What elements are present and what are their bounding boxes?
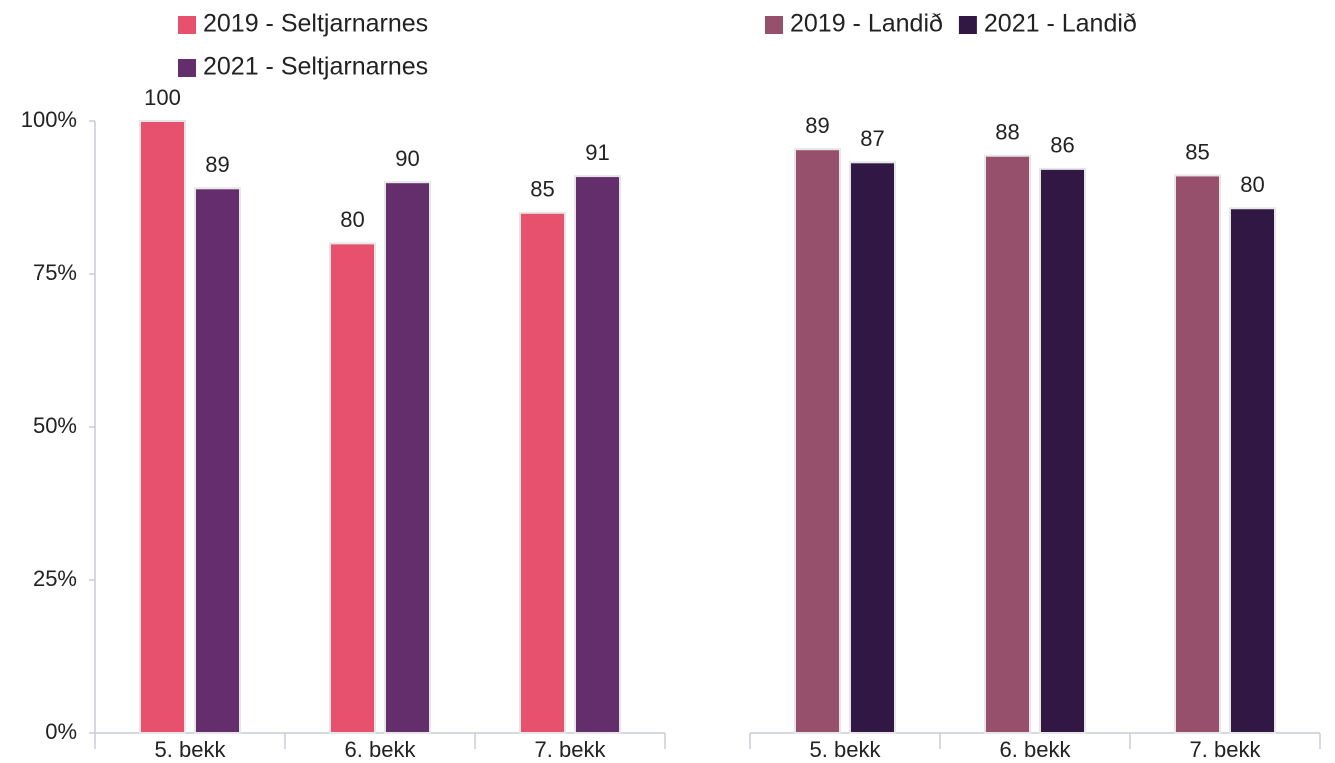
data-label: 91 bbox=[585, 140, 609, 165]
legend-swatch bbox=[178, 59, 196, 77]
legend-label: 2019 - Landið bbox=[790, 10, 943, 38]
data-label: 85 bbox=[530, 177, 554, 202]
x-tick-label: 7. bekk bbox=[535, 737, 607, 762]
data-label: 85 bbox=[1185, 139, 1209, 164]
y-tick-label: 100% bbox=[21, 107, 77, 132]
y-tick-label: 0% bbox=[45, 719, 77, 744]
legend-label: 2019 - Seltjarnarnes bbox=[203, 10, 428, 38]
bar bbox=[384, 181, 431, 734]
x-tick-label: 6. bekk bbox=[345, 737, 417, 762]
bar bbox=[984, 154, 1031, 735]
x-tick-label: 7. bekk bbox=[1190, 737, 1262, 762]
data-label: 88 bbox=[995, 120, 1019, 145]
y-tick-label: 25% bbox=[33, 566, 77, 591]
bar bbox=[574, 175, 621, 734]
data-label: 90 bbox=[395, 146, 419, 171]
bar bbox=[1229, 207, 1276, 734]
bar bbox=[794, 148, 841, 734]
legend-label: 2021 - Landið bbox=[984, 10, 1137, 38]
y-tick-label: 75% bbox=[33, 260, 77, 285]
legend-swatch bbox=[178, 16, 196, 34]
bar bbox=[329, 242, 376, 734]
data-label: 86 bbox=[1050, 133, 1074, 158]
x-tick-label: 5. bekk bbox=[810, 737, 882, 762]
legend-swatch bbox=[765, 16, 783, 34]
bar bbox=[194, 187, 241, 734]
y-tick-label: 50% bbox=[33, 413, 77, 438]
bar bbox=[139, 120, 186, 734]
x-tick-label: 5. bekk bbox=[155, 737, 227, 762]
bar bbox=[1174, 174, 1221, 734]
data-label: 87 bbox=[860, 126, 884, 151]
data-label: 89 bbox=[805, 113, 829, 138]
data-label: 80 bbox=[1240, 172, 1264, 197]
bar bbox=[1039, 167, 1086, 735]
legend-swatch bbox=[958, 16, 977, 34]
bar bbox=[849, 161, 896, 734]
bar bbox=[519, 211, 566, 735]
data-label: 89 bbox=[205, 152, 229, 177]
data-label: 100 bbox=[144, 85, 181, 110]
legend-label: 2021 - Seltjarnarnes bbox=[203, 53, 428, 81]
x-tick-label: 6. bekk bbox=[1000, 737, 1072, 762]
data-label: 80 bbox=[340, 207, 364, 232]
